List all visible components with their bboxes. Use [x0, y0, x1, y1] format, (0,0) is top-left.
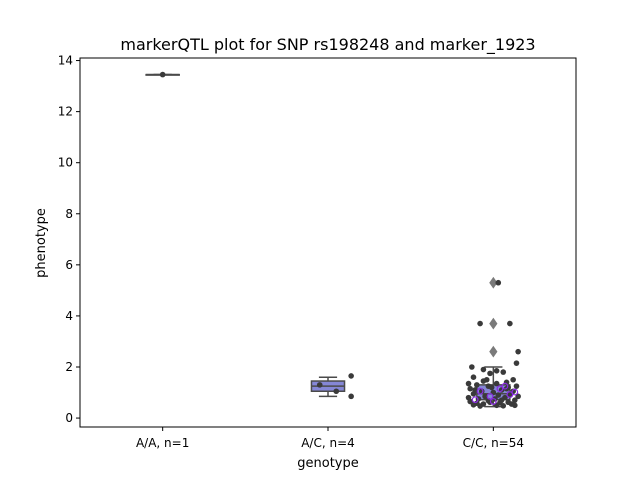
y-axis-label: phenotype [34, 208, 49, 278]
data-point [348, 373, 354, 379]
data-point [316, 382, 323, 388]
data-point [472, 387, 478, 393]
data-point [480, 366, 487, 373]
data-point [465, 380, 472, 387]
y-tick-label: 6 [65, 258, 73, 272]
y-tick-label: 4 [65, 309, 73, 323]
data-point [500, 403, 507, 409]
highlight-point [501, 382, 509, 390]
data-point [483, 376, 490, 383]
data-point [488, 384, 495, 391]
highlight-point [471, 396, 479, 404]
highlight-point [489, 398, 497, 405]
data-point [507, 320, 513, 327]
plot-layer [145, 71, 521, 409]
data-point [515, 393, 521, 400]
data-point [493, 380, 500, 387]
data-point [470, 401, 477, 408]
y-tick-label: 14 [58, 54, 73, 68]
y-tick-label: 12 [58, 105, 73, 119]
data-point [515, 348, 521, 355]
outlier-marker [489, 276, 498, 289]
data-point [493, 368, 500, 374]
data-point [512, 397, 518, 403]
data-point [487, 370, 493, 377]
y-tick-label: 10 [58, 156, 73, 170]
data-point [495, 279, 502, 286]
y-tick-label: 2 [65, 360, 73, 374]
box-group [310, 376, 346, 398]
y-tick-label: 8 [65, 207, 73, 221]
data-point [467, 385, 473, 392]
data-point [469, 364, 475, 370]
chart-title: markerQTL plot for SNP rs198248 and mark… [120, 35, 535, 55]
x-tick-label: C/C, n=54 [463, 436, 524, 450]
outlier-marker [489, 317, 498, 330]
data-point [477, 403, 483, 409]
data-point [513, 383, 520, 389]
outlier-marker [489, 345, 498, 358]
x-axis: A/A, n=1 A/C, n=4 C/C, n=54 [136, 427, 524, 450]
data-point [470, 374, 477, 381]
highlight-point [476, 387, 484, 395]
data-point [510, 376, 516, 383]
data-point [500, 369, 507, 375]
data-point [477, 320, 483, 327]
data-point [159, 71, 166, 78]
data-point [513, 360, 520, 366]
x-tick-label: A/C, n=4 [301, 436, 355, 450]
x-axis-label: genotype [297, 456, 358, 471]
data-point [333, 388, 340, 395]
data-point [474, 382, 480, 388]
highlight-point [511, 388, 519, 396]
data-point [482, 393, 488, 400]
data-point [512, 402, 518, 409]
x-tick-label: A/A, n=1 [136, 436, 189, 450]
y-axis: 0 2 4 6 8 10 12 14 [58, 54, 80, 425]
data-point [348, 393, 354, 400]
data-point [495, 392, 502, 398]
data-point [498, 397, 505, 403]
y-tick-label: 0 [65, 411, 73, 425]
highlight-point [486, 392, 494, 400]
